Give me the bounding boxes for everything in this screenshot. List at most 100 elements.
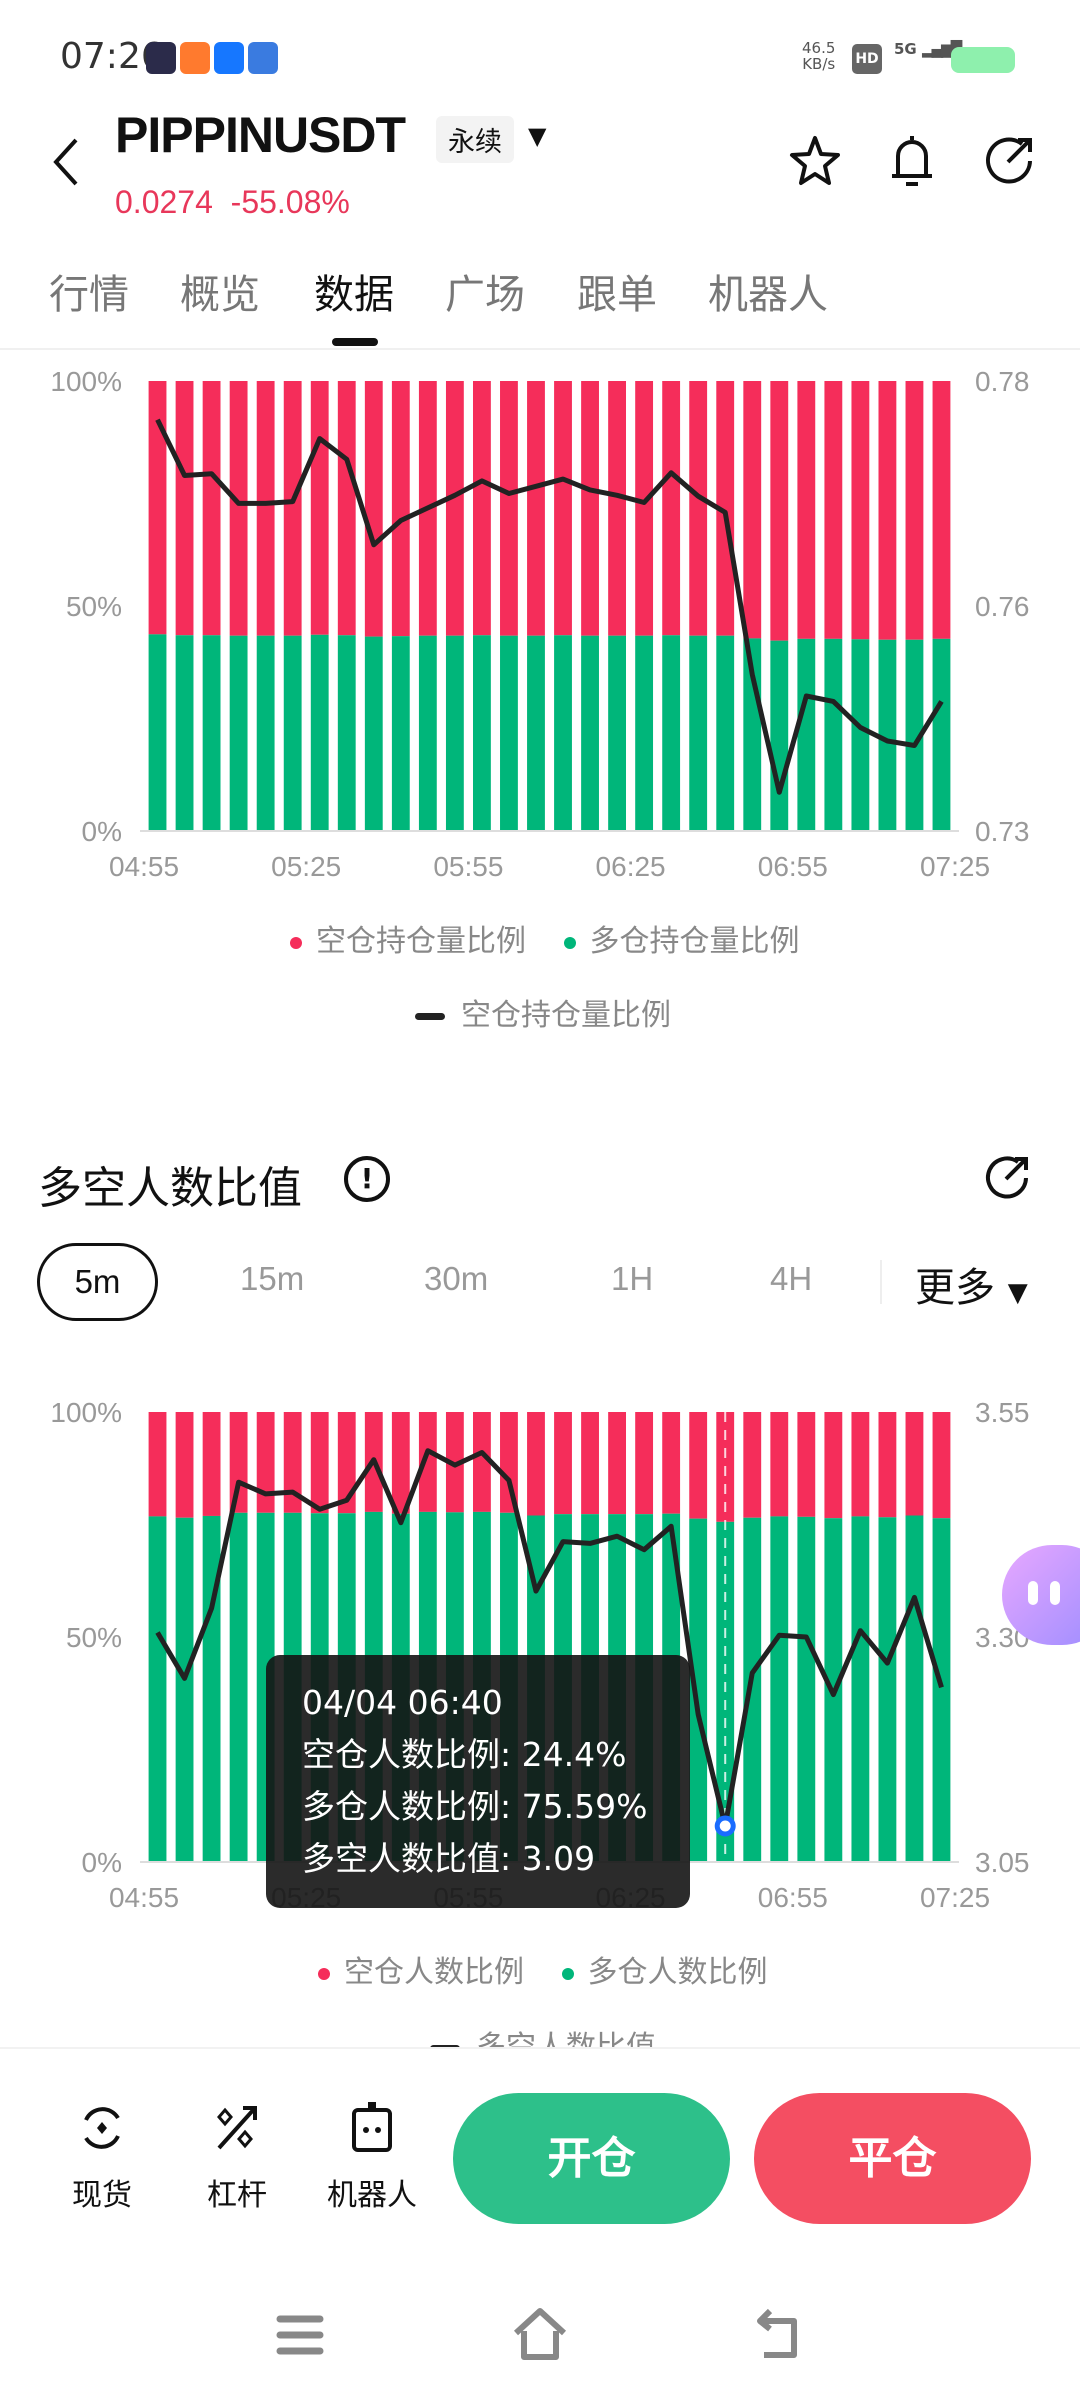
short-bar bbox=[878, 1412, 897, 1518]
long-bar bbox=[689, 635, 708, 831]
menu-icon[interactable] bbox=[270, 2305, 330, 2365]
bot-button[interactable]: 机器人 bbox=[322, 2100, 422, 2214]
spot-label: 现货 bbox=[72, 2178, 132, 2213]
short-bar bbox=[364, 381, 383, 637]
x-axis-tick: 06:25 bbox=[596, 851, 666, 882]
share-icon[interactable] bbox=[982, 1153, 1032, 1203]
long-bar bbox=[148, 634, 167, 831]
tab-data[interactable]: 数据 bbox=[314, 272, 394, 318]
long-bar bbox=[229, 635, 248, 831]
right-axis-tick: 0.73 bbox=[975, 816, 1030, 847]
interval-5m[interactable]: 5m bbox=[37, 1243, 158, 1321]
short-bar bbox=[716, 381, 735, 636]
long-bar bbox=[500, 635, 518, 831]
short-bar bbox=[905, 1412, 924, 1516]
short-bar bbox=[202, 381, 221, 636]
short-bar bbox=[148, 1412, 167, 1517]
back-icon[interactable] bbox=[48, 136, 88, 188]
short-bar bbox=[256, 1412, 275, 1513]
legend-short: 空仓人数比例 bbox=[344, 1955, 524, 1990]
long-bar bbox=[689, 1518, 708, 1862]
spot-button[interactable]: 现货 bbox=[52, 2100, 152, 2214]
open-position-button[interactable]: 开仓 bbox=[453, 2093, 730, 2224]
short-bar bbox=[932, 381, 951, 639]
caret-down-icon[interactable]: ▼ bbox=[528, 122, 547, 150]
tooltip-long-short-ratio: 多空人数比值: 3.09 bbox=[302, 1839, 596, 1878]
long-bar bbox=[445, 635, 464, 831]
contract-type-badge[interactable]: 永续 bbox=[436, 116, 514, 163]
long-bar bbox=[770, 1516, 789, 1862]
long-bar bbox=[364, 636, 383, 831]
tab-market[interactable]: 行情 bbox=[49, 272, 129, 318]
long-bar bbox=[716, 635, 735, 831]
left-axis-tick: 50% bbox=[66, 1622, 122, 1653]
long-bar bbox=[202, 1515, 221, 1862]
long-bar bbox=[770, 640, 789, 831]
short-bar bbox=[418, 1412, 437, 1512]
left-axis-tick: 50% bbox=[66, 591, 122, 622]
long-bar bbox=[635, 635, 654, 831]
short-bar bbox=[472, 1412, 491, 1512]
header-divider bbox=[0, 348, 1080, 350]
tooltip-long-ratio: 多仓人数比例: 75.59% bbox=[302, 1787, 648, 1826]
x-axis-tick: 07:25 bbox=[920, 1882, 990, 1913]
left-axis-tick: 0% bbox=[82, 816, 122, 847]
long-bar bbox=[175, 1517, 194, 1862]
symbol-title[interactable]: PIPPINUSDT bbox=[115, 107, 406, 163]
legend-dot-short bbox=[290, 936, 302, 949]
short-bar bbox=[527, 1412, 545, 1516]
long-bar bbox=[878, 639, 897, 831]
short-bar bbox=[337, 1412, 356, 1514]
tab-copy-trade[interactable]: 跟单 bbox=[577, 272, 657, 318]
network-speed: 46.5 KB/s bbox=[802, 40, 835, 72]
position-ratio-chart[interactable]: 100% 50% 0% 0.78 0.76 0.73 04:55 05:25 05:55 06:2… bbox=[0, 360, 1080, 900]
short-bar bbox=[500, 381, 518, 636]
player-app-icon bbox=[180, 42, 210, 74]
interval-4h[interactable]: 4H bbox=[770, 1260, 813, 1297]
short-bar bbox=[932, 1412, 951, 1519]
legend-dot-short bbox=[318, 1967, 330, 1980]
margin-button[interactable]: 杠杆 bbox=[187, 2100, 287, 2214]
tab-bot[interactable]: 机器人 bbox=[708, 272, 828, 318]
info-icon[interactable]: ! bbox=[344, 1156, 390, 1202]
long-bar bbox=[418, 635, 437, 831]
long-bar bbox=[175, 635, 194, 831]
interval-30m[interactable]: 30m bbox=[424, 1260, 489, 1297]
assistant-bubble[interactable] bbox=[1002, 1545, 1080, 1645]
hd-badge: HD bbox=[852, 44, 882, 74]
short-bar bbox=[229, 1412, 248, 1513]
ratio-line bbox=[155, 418, 944, 795]
bell-icon[interactable] bbox=[886, 132, 938, 190]
star-icon[interactable] bbox=[788, 134, 842, 188]
short-bar bbox=[391, 1412, 410, 1514]
net-speed-value: 46.5 bbox=[802, 39, 836, 57]
more-label: 更多 bbox=[915, 1265, 995, 1311]
share-icon[interactable] bbox=[982, 134, 1036, 188]
short-bar bbox=[851, 381, 870, 640]
tooltip-short-ratio: 空仓人数比例: 24.4% bbox=[302, 1735, 627, 1774]
home-icon[interactable] bbox=[510, 2305, 570, 2365]
interval-divider bbox=[880, 1260, 882, 1304]
short-bar bbox=[770, 1412, 789, 1517]
long-bar bbox=[391, 636, 410, 831]
back-nav-icon[interactable] bbox=[750, 2305, 810, 2365]
long-bar bbox=[851, 639, 870, 831]
long-bar bbox=[256, 635, 275, 831]
net-speed-unit: KB/s bbox=[802, 55, 836, 73]
tab-square[interactable]: 广场 bbox=[445, 272, 525, 318]
short-bar bbox=[391, 381, 410, 637]
interval-15m[interactable]: 15m bbox=[240, 1260, 305, 1297]
interval-1h[interactable]: 1H bbox=[611, 1260, 654, 1297]
short-bar bbox=[905, 381, 924, 640]
short-bar bbox=[635, 1412, 654, 1515]
short-bar bbox=[689, 381, 708, 636]
left-axis-tick: 100% bbox=[50, 366, 122, 397]
short-bar bbox=[554, 1412, 572, 1515]
tab-overview[interactable]: 概览 bbox=[180, 272, 260, 318]
x-axis-tick: 04:55 bbox=[109, 1882, 179, 1913]
short-bar bbox=[770, 381, 789, 641]
more-intervals-dropdown[interactable]: 更多 ▼ bbox=[915, 1255, 1028, 1313]
close-position-button[interactable]: 平仓 bbox=[754, 2093, 1031, 2224]
battery-icon bbox=[951, 47, 1015, 73]
short-bar bbox=[608, 381, 627, 636]
